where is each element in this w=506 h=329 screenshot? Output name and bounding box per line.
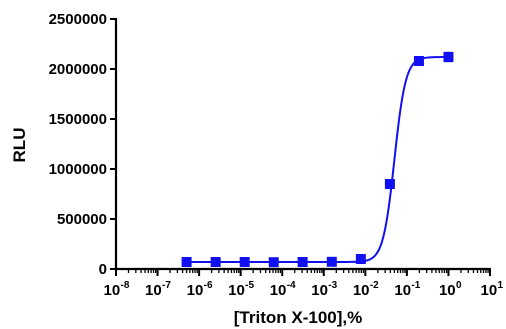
x-tick-label-1: 10 -7 [145,280,171,299]
y-tick-label-3: 1500000 [49,111,107,128]
x-tick-label-0: 10 -8 [104,280,130,299]
x-tick-label-3: 10 -5 [228,280,254,299]
data-point-6 [355,254,366,264]
x-axis: 10 -8 10 -7 10 -6 10 -5 10 -4 10 -3 10 -2 10 -1 10 0 10 1 [104,267,504,299]
y-axis-title: RLU [10,128,29,163]
x-tick-base: 10 [187,282,204,299]
y-axis: 0 500000 1000000 1500000 2000000 2500000 [49,11,118,278]
x-tick-exponent: -3 [328,280,337,291]
x-tick-exponent: -7 [162,280,171,291]
x-tick-exponent: -5 [245,280,254,291]
x-tick-base: 10 [353,282,370,299]
x-tick-label-9: 10 1 [481,280,504,299]
x-tick-base: 10 [104,282,121,299]
fit-curve [186,56,449,263]
x-tick-base: 10 [228,282,245,299]
data-point-0 [181,257,192,267]
data-points-layer [181,51,454,268]
x-tick-base: 10 [439,282,456,299]
data-point-5 [326,256,337,267]
data-point-9 [443,52,454,62]
y-tick-label-4: 2000000 [49,61,107,78]
x-tick-exponent: 1 [498,280,504,291]
data-point-1 [210,257,221,267]
y-tick-label-2: 1000000 [49,161,107,178]
x-tick-label-8: 10 0 [439,280,462,299]
x-tick-label-5: 10 -3 [311,280,337,299]
x-tick-exponent: -4 [287,280,296,291]
fit-curve-layer [186,56,449,263]
data-point-8 [413,56,424,66]
x-tick-exponent: -6 [204,280,213,291]
x-tick-label-7: 10 -1 [394,280,420,299]
y-tick-label-0: 0 [99,261,107,278]
x-tick-base: 10 [394,282,411,299]
data-point-7 [384,179,395,189]
x-tick-label-4: 10 -4 [270,280,296,299]
x-axis-title: [Triton X-100],% [234,308,362,327]
x-tick-exponent: -1 [411,280,420,291]
data-point-3 [268,257,279,268]
x-tick-label-6: 10 -2 [353,280,379,299]
x-tick-label-2: 10 -6 [187,280,213,299]
x-tick-exponent: 0 [456,280,462,291]
x-tick-base: 10 [145,282,162,299]
x-tick-exponent: -8 [121,280,130,291]
x-tick-base: 10 [270,282,287,299]
x-tick-exponent: -2 [370,280,379,291]
x-tick-base: 10 [311,282,328,299]
y-tick-label-5: 2500000 [49,11,107,28]
x-tick-base: 10 [481,282,498,299]
data-point-2 [239,257,250,267]
data-point-4 [297,257,308,267]
y-tick-label-1: 500000 [57,211,107,228]
